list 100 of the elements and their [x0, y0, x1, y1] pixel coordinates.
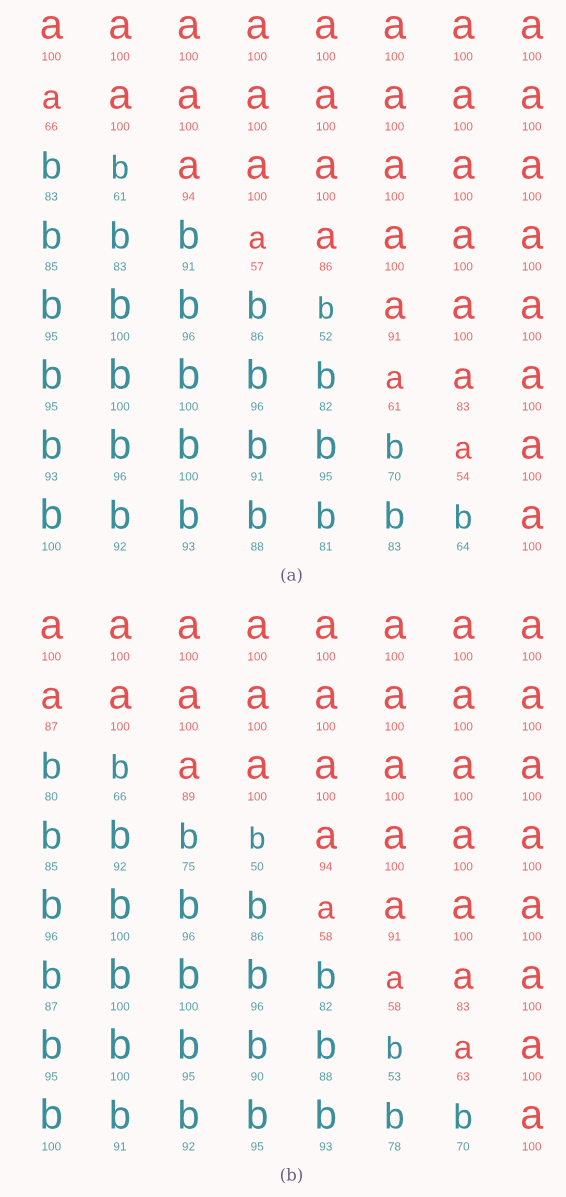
text: a [385, 897, 406, 919]
text: a [453, 686, 475, 709]
data-label: 100 [110, 52, 130, 61]
data-label: 96 [182, 332, 195, 341]
data-label: 83 [388, 542, 401, 551]
data-label: 85 [45, 262, 58, 271]
data-label: 100 [522, 52, 542, 61]
text: a [316, 227, 337, 249]
text: b [317, 361, 335, 389]
text: a [453, 16, 475, 39]
data-label: 92 [182, 1142, 195, 1151]
data-label: 70 [388, 472, 401, 481]
text: a [247, 686, 269, 709]
data-label: 100 [454, 862, 473, 871]
data-label: 96 [113, 472, 126, 481]
data-label: 100 [179, 402, 198, 411]
text: b [317, 501, 335, 529]
text: b [179, 499, 199, 529]
text: a [521, 296, 544, 319]
text: a [521, 436, 544, 459]
data-label: 100 [179, 52, 198, 61]
data-label: 100 [179, 1002, 198, 1011]
data-label: 87 [45, 722, 58, 731]
text: a [521, 756, 544, 779]
data-label: 95 [45, 332, 58, 341]
text: b [43, 220, 61, 249]
data-label: 66 [113, 792, 126, 801]
text: a [179, 757, 200, 779]
text: b [248, 890, 267, 919]
text: a [178, 86, 201, 109]
data-label: 100 [454, 192, 473, 201]
data-label: 100 [454, 652, 473, 661]
text: a [178, 686, 201, 709]
data-label: 100 [385, 192, 404, 201]
text: a [453, 896, 475, 919]
data-label: 100 [522, 862, 542, 871]
data-label: 82 [319, 402, 332, 411]
data-label: 92 [113, 862, 126, 871]
data-label: 100 [316, 792, 336, 801]
text: b [43, 960, 61, 989]
data-label: 86 [319, 262, 332, 271]
data-label: 100 [42, 52, 61, 61]
text: a [315, 16, 338, 39]
data-label: 54 [456, 472, 470, 481]
text: b [455, 1103, 472, 1129]
text: b [111, 1099, 130, 1129]
data-label: 100 [454, 932, 473, 941]
text: b [111, 221, 129, 249]
data-label: 96 [182, 932, 195, 941]
text: a [384, 826, 407, 849]
text: a [385, 297, 406, 319]
text: b [42, 429, 61, 459]
data-label: 86 [251, 332, 264, 341]
data-label: 88 [251, 542, 264, 551]
text: a [454, 968, 474, 989]
text: a [316, 826, 338, 849]
text: a [249, 231, 267, 249]
text: b [248, 1029, 267, 1059]
data-label: 61 [388, 402, 401, 411]
data-label: 100 [522, 932, 542, 941]
data-label: 100 [248, 122, 267, 131]
text: b [43, 151, 61, 179]
text: a [521, 86, 544, 109]
data-label: 100 [42, 542, 61, 551]
text: a [384, 86, 407, 109]
data-label: 100 [110, 652, 130, 661]
text: a [384, 616, 407, 639]
text: b [111, 819, 130, 849]
text: a [247, 156, 269, 179]
data-label: 100 [110, 722, 130, 731]
data-label: 81 [319, 542, 332, 551]
data-label: 100 [454, 332, 473, 341]
text: b [179, 888, 199, 919]
data-label: 100 [385, 862, 404, 871]
data-label: 100 [522, 122, 542, 131]
text: a [453, 296, 475, 319]
data-label: 100 [110, 122, 130, 131]
data-label: 100 [454, 792, 473, 801]
text: a [386, 370, 404, 389]
text: a [110, 86, 132, 109]
text: b [386, 501, 404, 529]
text: a [453, 756, 475, 779]
text: a [384, 686, 407, 709]
data-label: 86 [251, 932, 264, 941]
data-label: 53 [388, 1072, 401, 1081]
text: b [317, 1099, 336, 1129]
data-label: 83 [113, 262, 126, 271]
text: a [247, 16, 269, 39]
text: b [43, 751, 61, 779]
text: (b) [280, 1167, 303, 1184]
data-label: 95 [319, 472, 332, 481]
text: a [110, 616, 132, 639]
text: a [455, 441, 472, 459]
text: b [317, 1030, 335, 1059]
text: b [111, 958, 130, 989]
data-label: 100 [316, 52, 336, 61]
data-label: 100 [522, 332, 542, 341]
data-label: 95 [251, 1142, 264, 1151]
data-label: 100 [179, 652, 198, 661]
text: a [315, 686, 338, 709]
